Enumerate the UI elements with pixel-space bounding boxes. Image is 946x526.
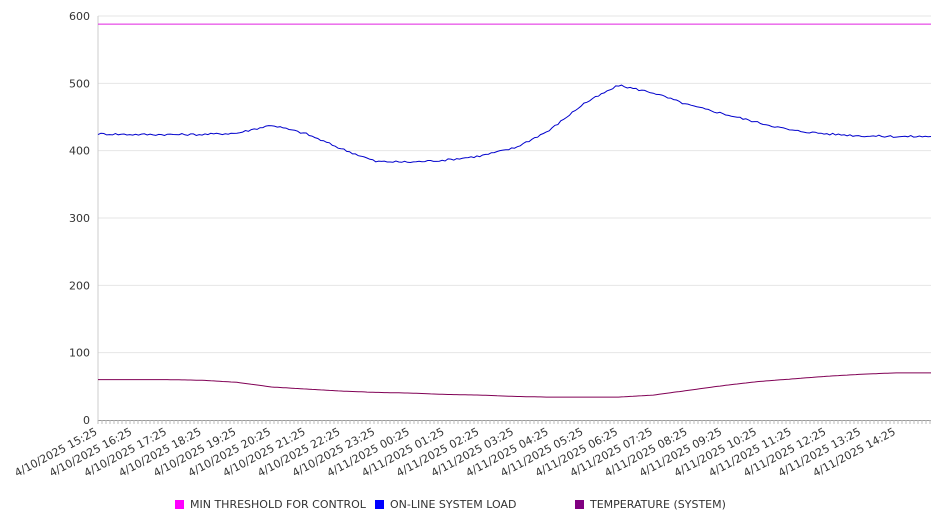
series-lines (97, 23, 932, 398)
legend-item-min-threshold: MIN THRESHOLD FOR CONTROL (175, 498, 366, 511)
legend-item-system-load: ON-LINE SYSTEM LOAD (375, 498, 516, 511)
legend-item-temperature: TEMPERATURE (SYSTEM) (575, 498, 726, 511)
legend-swatch-temperature (575, 500, 584, 509)
legend-swatch-system-load (375, 500, 384, 509)
y-tick-label: 500 (69, 77, 90, 90)
legend-swatch-min-threshold (175, 500, 184, 509)
series-line (97, 84, 932, 164)
y-tick-label: 400 (69, 145, 90, 158)
y-tick-label: 200 (69, 279, 90, 292)
y-tick-label: 600 (69, 10, 90, 23)
legend-label-temperature: TEMPERATURE (SYSTEM) (590, 498, 726, 511)
legend-label-min-threshold: MIN THRESHOLD FOR CONTROL (190, 498, 366, 511)
gridlines (98, 15, 931, 354)
legend-label-system-load: ON-LINE SYSTEM LOAD (390, 498, 517, 511)
x-axis-ticks: 4/10/2025 15:254/10/2025 16:254/10/2025 … (12, 425, 897, 479)
series-line (98, 372, 931, 398)
y-tick-label: 0 (83, 414, 90, 427)
y-axis-ticks: 0 100 200 300 400 500 600 (69, 10, 90, 427)
y-tick-label: 300 (69, 212, 90, 225)
legend: MIN THRESHOLD FOR CONTROL ON-LINE SYSTEM… (0, 498, 946, 514)
y-tick-label: 100 (69, 347, 90, 360)
axes (97, 16, 931, 424)
